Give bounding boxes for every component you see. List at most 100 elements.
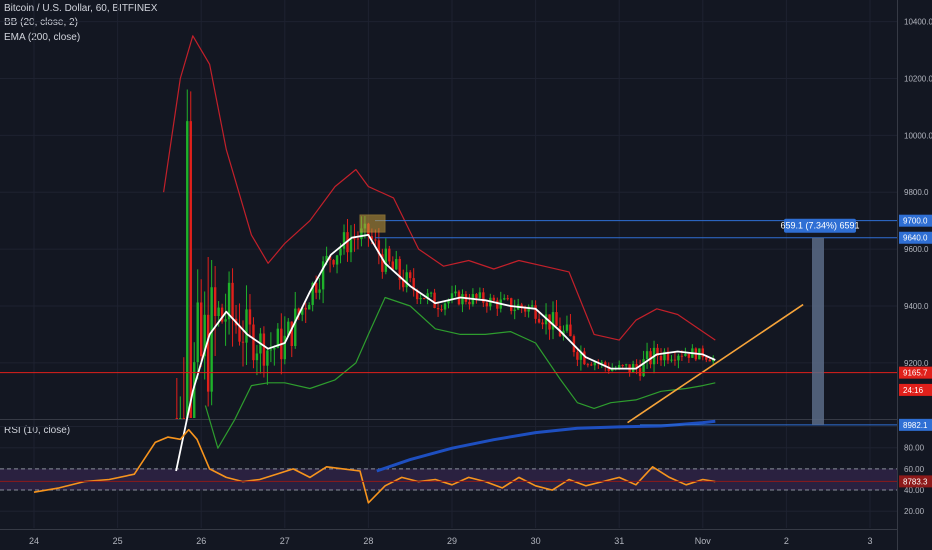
candle-body (342, 232, 346, 249)
candle-body (273, 347, 276, 350)
grid (0, 0, 898, 550)
price-tick-label: 10000.0 (904, 131, 932, 140)
candle-body (440, 309, 443, 311)
price-label: 9640.0 (903, 234, 928, 243)
time-tick-label: 27 (280, 536, 290, 546)
candle-body (335, 255, 339, 265)
candle-body (429, 292, 433, 294)
candle-body (579, 351, 583, 360)
candle-body (656, 347, 659, 357)
candle-body (534, 305, 537, 319)
candle-body (395, 259, 398, 270)
candle-body (541, 322, 544, 325)
price-tick-label: 9600.0 (904, 245, 929, 254)
time-tick-label: 31 (614, 536, 624, 546)
candle-body (248, 309, 252, 325)
candle-body (353, 238, 356, 240)
candle-body (179, 418, 182, 419)
time-tick-label: 28 (363, 536, 373, 546)
legend-symbol: Bitcoin / U.S. Dollar, 60, BITFINEX (4, 3, 158, 14)
candle-body (618, 364, 621, 369)
candle-body (283, 335, 286, 360)
candle-body (642, 359, 645, 377)
candle-body (262, 333, 266, 366)
candle-body (227, 282, 231, 320)
candle-body (510, 298, 513, 312)
candle-body (527, 306, 530, 312)
price-label-bg (899, 231, 932, 244)
rsi-band (0, 468, 897, 491)
candle-body (454, 291, 457, 294)
bb-basis-line (175, 233, 716, 472)
candle-body (450, 293, 454, 301)
price-label-bg (899, 475, 932, 488)
candle-body (339, 248, 342, 256)
candle-body (635, 364, 638, 369)
candle-body (551, 312, 555, 330)
time-tick-label: 25 (113, 536, 123, 546)
candle-body (349, 238, 353, 253)
measure-bar (812, 237, 824, 425)
time-tick-label: Nov (695, 536, 712, 546)
measure-label-bg (784, 218, 856, 233)
measure-tool[interactable]: 659.1 (7.34%) 6591 (359, 214, 860, 425)
candle-body (426, 293, 429, 299)
candle-body (377, 240, 381, 255)
bb-upper-line (163, 35, 716, 341)
candle-body (318, 289, 321, 293)
candle-body (307, 304, 311, 310)
bb-lower-line (204, 296, 716, 449)
candle-body (415, 290, 419, 300)
candle-body (604, 362, 607, 367)
price-labels: 10795.610566.010515.49700.09640.09165.72… (899, 214, 932, 488)
candle-body (461, 294, 464, 305)
candle-body (409, 272, 412, 279)
candle-body (388, 248, 391, 262)
candle-body (290, 321, 293, 347)
candle-body (496, 300, 499, 309)
candle-body (503, 298, 506, 300)
candle-body (217, 307, 220, 317)
candle-body (332, 260, 335, 265)
candle-body (328, 255, 332, 261)
candle-body (705, 357, 708, 360)
time-tick-label: 29 (447, 536, 457, 546)
candle-body (590, 364, 593, 366)
candle-body (708, 359, 711, 362)
candle-body (196, 302, 199, 363)
candle-body (659, 356, 663, 361)
candle-body (537, 318, 541, 323)
rsi-band-fill (0, 468, 897, 491)
candles (175, 89, 715, 419)
candle-body (255, 353, 259, 361)
candle-body (356, 238, 360, 240)
candle-body (670, 359, 673, 361)
candle-body (203, 314, 206, 357)
candle-body (287, 321, 290, 336)
rsi-tick-label: 20.00 (904, 507, 925, 516)
candle-body (555, 312, 558, 326)
candle-body (238, 325, 241, 342)
candle-body (398, 259, 401, 280)
candle-body (231, 282, 234, 319)
candle-body (360, 228, 363, 240)
price-tick-label: 9200.0 (904, 359, 929, 368)
candle-body (321, 261, 325, 290)
candle-body (405, 272, 408, 288)
candle-body (645, 351, 649, 360)
candle-body (200, 302, 203, 357)
candle-body (684, 353, 687, 357)
candle-body (297, 308, 300, 315)
candle-body (576, 352, 579, 360)
candle-body (193, 362, 196, 418)
time-tick-label: 2 (784, 536, 789, 546)
candle-body (206, 314, 210, 392)
candle-body (301, 307, 304, 315)
rsi-tick-label: 80.00 (904, 444, 925, 453)
measure-label: 659.1 (7.34%) 6591 (780, 221, 859, 231)
candle-body (468, 301, 471, 305)
candle-body (475, 294, 478, 298)
candle-body (294, 308, 297, 347)
trendline (627, 303, 804, 424)
